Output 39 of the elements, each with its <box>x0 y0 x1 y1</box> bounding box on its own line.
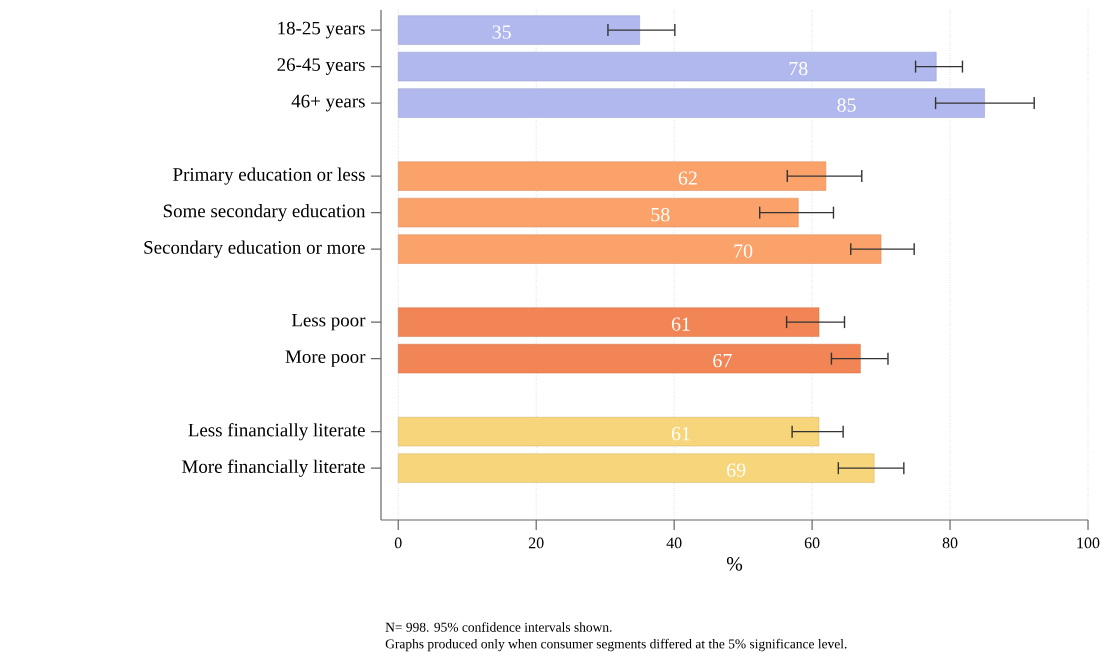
x-tick-label: 60 <box>804 537 820 549</box>
bar <box>398 343 861 374</box>
y-tick-label: Less poor <box>291 313 366 331</box>
data-label: 61 <box>671 317 690 331</box>
text: N= 998. 95% confidence intervals shown. <box>385 622 612 632</box>
y-tick-label: Primary education or less <box>173 167 365 185</box>
bar <box>398 234 882 264</box>
y-tick-label: Secondary education or more <box>144 240 365 258</box>
data-label: 85 <box>837 98 856 112</box>
bar <box>398 161 827 191</box>
x-tick-label: 0 <box>394 537 402 549</box>
bar <box>398 197 799 228</box>
data-label: 69 <box>727 463 746 477</box>
x-axis-title: % <box>726 557 743 571</box>
bar <box>398 15 640 45</box>
bar <box>398 51 937 82</box>
data-label: 35 <box>492 25 511 39</box>
x-tick-label: 20 <box>528 537 544 549</box>
bar <box>398 307 820 337</box>
y-tick-label: Some secondary education <box>163 204 366 222</box>
y-tick-label: 18-25 years <box>278 21 365 39</box>
y-tick-label: More financially literate <box>182 459 365 477</box>
y-tick-label: 46+ years <box>291 94 365 112</box>
bar <box>398 88 985 118</box>
data-label: 78 <box>789 61 808 76</box>
data-label: 67 <box>713 353 732 368</box>
data-label: 58 <box>651 207 670 222</box>
x-tick-label: 80 <box>942 537 958 549</box>
bar <box>398 453 875 483</box>
data-label: 61 <box>671 426 690 441</box>
y-tick-label: Less financially literate <box>188 422 365 441</box>
x-tick-label: 100 <box>1077 537 1100 549</box>
x-tick-label: 40 <box>666 537 682 549</box>
text: Graphs produced only when consumer segments differed at the 5% significance level. <box>385 638 847 652</box>
y-tick-label: 26-45 years <box>277 58 365 75</box>
data-label: 70 <box>734 244 753 258</box>
data-label: 62 <box>678 171 697 185</box>
bar <box>398 416 820 447</box>
y-tick-label: More poor <box>285 350 366 367</box>
